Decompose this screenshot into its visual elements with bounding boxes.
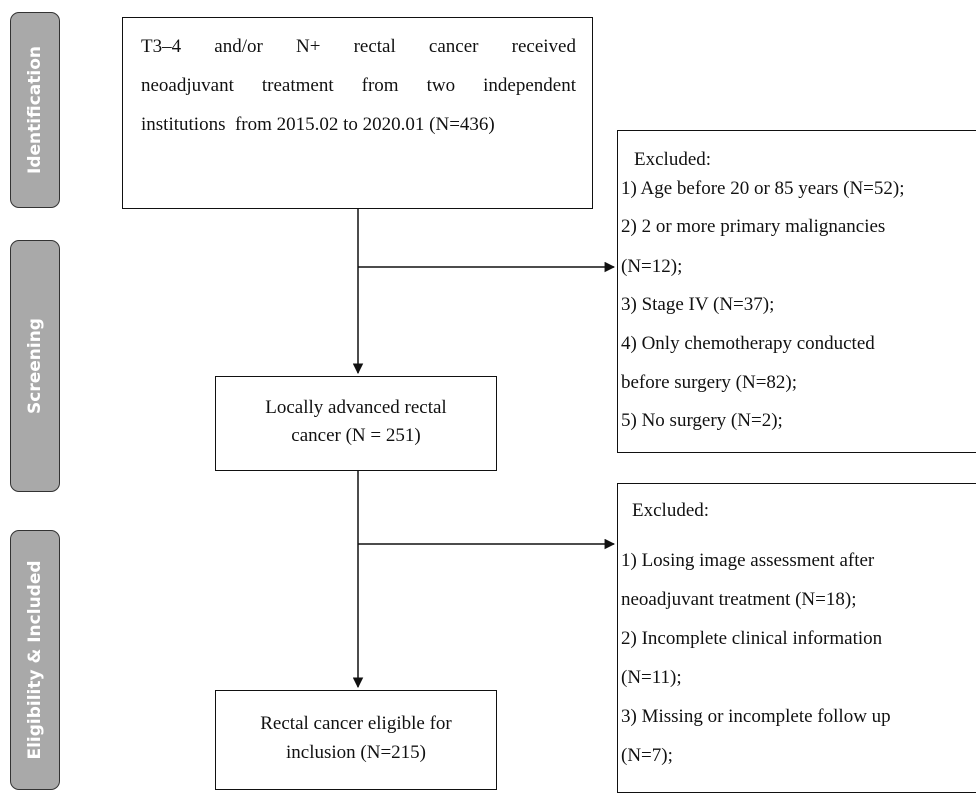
exclusion-text: (N=7); — [621, 745, 673, 766]
exclusion-text: 1) Age before 20 or 85 years (N=52); — [621, 178, 905, 199]
exclusion-text: 2) 2 or more primary malignancies — [621, 216, 886, 237]
node-text: Locally advanced rectal — [265, 397, 447, 418]
exclusion-title: Excluded: — [632, 500, 710, 521]
node-box: T3–4 and/or N+ rectal cancer received ne… — [122, 17, 593, 209]
exclusion-box: Excluded: 1) Age before 20 or 85 years (… — [617, 130, 976, 453]
exclusion-text: (N=11); — [621, 667, 682, 688]
node-text: inclusion (N=215) — [285, 742, 426, 763]
node-text: neoadjuvant treatment from two independe… — [141, 75, 576, 96]
exclusion-text: 5) No surgery (N=2); — [621, 410, 783, 431]
node-box: Locally advanced rectal cancer (N = 251) — [215, 376, 497, 471]
exclusion-text: (N=12); — [621, 256, 683, 277]
exclusion-text: 3) Stage IV (N=37); — [621, 294, 775, 315]
exclusion-text: before surgery (N=82); — [621, 372, 798, 393]
exclusion-text: 3) Missing or incomplete follow up — [621, 706, 891, 727]
exclusion-box: Excluded: 1) Losing image assessment aft… — [617, 483, 976, 793]
stage-label: Identification — [10, 12, 60, 208]
node-text: T3–4 and/or N+ rectal cancer received — [141, 36, 576, 57]
stage-label: Screening — [10, 240, 60, 492]
exclusion-text: 2) Incomplete clinical information — [621, 628, 883, 649]
stage-label: Eligibility & Included — [10, 530, 60, 790]
exclusion-text: 1) Losing image assessment after — [621, 550, 875, 571]
stage-text: Screening — [25, 318, 45, 414]
stage-text: Eligibility & Included — [25, 560, 45, 760]
node-text: institutions from 2015.02 to 2020.01 (N=… — [141, 114, 495, 135]
exclusion-text: 4) Only chemotherapy conducted — [621, 333, 875, 354]
node-box: Rectal cancer eligible for inclusion (N=… — [215, 690, 497, 790]
stage-text: Identification — [25, 46, 45, 174]
node-text: Rectal cancer eligible for — [260, 713, 452, 734]
node-text: cancer (N = 251) — [291, 425, 421, 446]
exclusion-text: neoadjuvant treatment (N=18); — [621, 589, 857, 610]
exclusion-title: Excluded: — [634, 149, 712, 170]
